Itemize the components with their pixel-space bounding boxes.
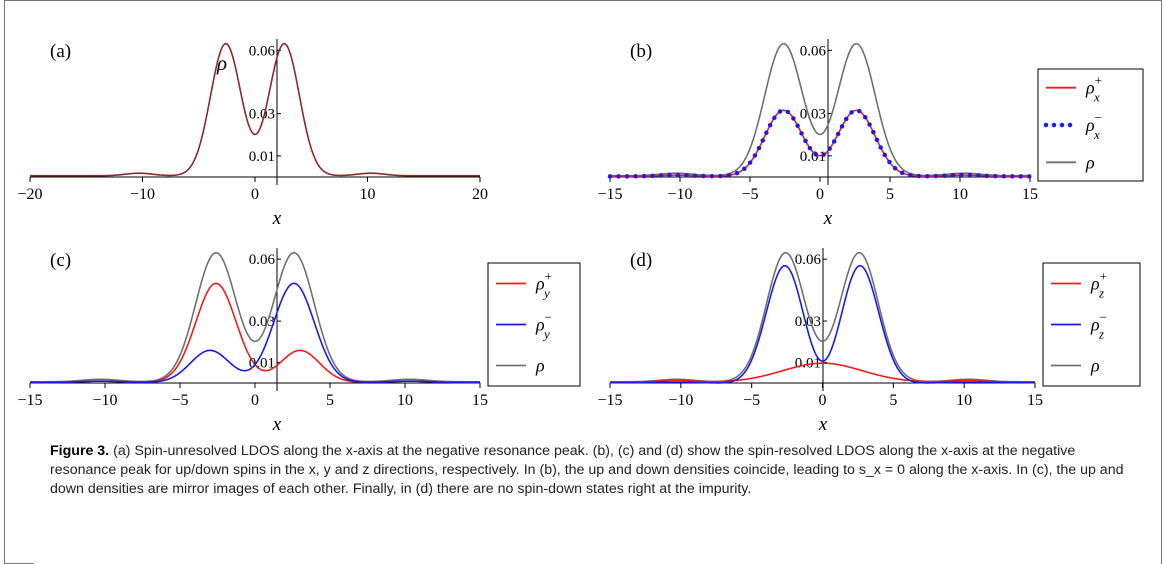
legend-sup: − bbox=[1095, 110, 1102, 125]
x-tick-label: 15 bbox=[1027, 392, 1043, 409]
figure-frame-right bbox=[1161, 0, 1162, 564]
y-tick-label: 0.06 bbox=[249, 252, 276, 268]
x-axis-label: x bbox=[272, 208, 282, 229]
x-tick-label: 15 bbox=[472, 392, 488, 409]
series-line-blue bbox=[30, 282, 480, 384]
x-tick-label: 10 bbox=[360, 186, 376, 203]
chart-svg: −15 −10 −5 0 5 10 150.010.030.06(b)xρ+ xρ− xρ bbox=[597, 39, 1144, 229]
x-tick-label: −5 bbox=[741, 186, 758, 203]
panel-b: −15 −10 −5 0 5 10 15 0.01 0.03 0.06 (b) x ρ+ x ρ− x ρ bbox=[580, 0, 1165, 230]
legend-sub: y bbox=[542, 327, 550, 342]
panel-letter: (a) bbox=[50, 41, 71, 62]
y-tick-label: 0.01 bbox=[800, 149, 826, 165]
panel-letter: (b) bbox=[630, 41, 652, 62]
panel-a: −20 −10 0 10 20 0.01 0.03 0.06 (a) x ρ bbox=[0, 0, 580, 230]
x-axis-label: x bbox=[823, 208, 833, 229]
x-tick-label: 0 bbox=[251, 186, 259, 203]
series-line-blue bbox=[607, 108, 1033, 179]
panel-d: −15 −10 −5 0 5 10 15 0.01 0.03 0.06 (d) x ρ+ z ρ− z ρ bbox=[580, 230, 1165, 440]
legend-sup: − bbox=[1100, 310, 1107, 325]
y-tick-label: 0.06 bbox=[249, 43, 276, 59]
figure-frame-top bbox=[4, 0, 1162, 1]
y-tick-label: 0.06 bbox=[800, 43, 827, 59]
x-tick-label: −10 bbox=[668, 392, 693, 409]
legend-label: ρ bbox=[1085, 152, 1095, 172]
series-line-red bbox=[610, 362, 1035, 383]
x-tick-label: −15 bbox=[17, 392, 42, 409]
y-tick-label: 0.03 bbox=[795, 314, 821, 330]
y-tick-label: 0.01 bbox=[249, 355, 275, 371]
legend-sub: y bbox=[542, 286, 550, 301]
x-tick-label: 5 bbox=[889, 392, 897, 409]
caption-text: (a) Spin-unresolved LDOS along the x-axi… bbox=[50, 443, 1124, 497]
legend-label: ρ− x bbox=[1085, 110, 1102, 142]
chart-svg: −20 −10 0 10 20 0.01 0.03 0.06 (a) x ρ bbox=[17, 39, 488, 229]
legend-sub: x bbox=[1093, 127, 1100, 142]
y-axis-label: ρ bbox=[216, 51, 227, 75]
legend-sup: + bbox=[1100, 269, 1107, 284]
legend-sub: z bbox=[1098, 327, 1104, 342]
y-tick-label: 0.01 bbox=[249, 149, 275, 165]
legend-sup: − bbox=[545, 310, 552, 325]
chart-svg: −15 −10 −5 0 5 10 150.010.030.06(c)xρ+ yρ− yρ bbox=[17, 248, 581, 435]
x-tick-label: 0 bbox=[819, 392, 827, 409]
x-tick-label: −5 bbox=[171, 392, 188, 409]
y-tick-label: 0.01 bbox=[795, 355, 821, 371]
x-tick-label: −10 bbox=[130, 186, 155, 203]
x-tick-label: 0 bbox=[816, 186, 824, 203]
figure-caption: Figure 3. (a) Spin-unresolved LDOS along… bbox=[50, 442, 1135, 499]
legend-sub: z bbox=[1098, 286, 1104, 301]
x-tick-label: −5 bbox=[743, 392, 760, 409]
x-tick-label: −20 bbox=[17, 186, 42, 203]
x-tick-label: −10 bbox=[92, 392, 117, 409]
panel-c: −15 −10 −5 0 5 10 15 0.01 0.03 0.06 (c) x ρ+ y ρ− y ρ bbox=[0, 230, 581, 440]
series-line-blue bbox=[610, 264, 1035, 384]
x-tick-label: 0 bbox=[251, 392, 259, 409]
x-tick-label: −15 bbox=[597, 392, 622, 409]
legend-label: ρ bbox=[1090, 356, 1100, 376]
x-axis-label: x bbox=[272, 414, 282, 435]
legend-label: ρ+ y bbox=[535, 269, 552, 301]
y-tick-label: 0.06 bbox=[795, 252, 822, 268]
y-tick-label: 0.03 bbox=[249, 107, 275, 123]
legend-sup: + bbox=[1095, 73, 1102, 88]
legend-label: ρ+ z bbox=[1090, 269, 1107, 301]
x-axis-label: x bbox=[818, 414, 828, 435]
panel-letter: (c) bbox=[50, 250, 71, 271]
x-tick-label: −15 bbox=[597, 186, 622, 203]
caption-label: Figure 3. bbox=[50, 443, 110, 459]
legend-sub: x bbox=[1093, 90, 1100, 105]
series-line-gray bbox=[610, 42, 1030, 177]
figure-frame-left bbox=[4, 0, 5, 564]
y-tick-label: 0.03 bbox=[800, 107, 826, 123]
legend-label: ρ− y bbox=[535, 310, 552, 342]
legend-label: ρ− z bbox=[1090, 310, 1107, 342]
legend-sup: + bbox=[545, 269, 552, 284]
panel-letter: (d) bbox=[630, 250, 652, 271]
x-tick-label: 5 bbox=[326, 392, 334, 409]
x-tick-label: 20 bbox=[472, 186, 488, 203]
chart-svg: −15 −10 −5 0 5 10 150.010.030.06(d)xρ+ zρ− zρ bbox=[597, 248, 1141, 435]
series-line-gray bbox=[30, 251, 480, 383]
series-line-darkred bbox=[30, 42, 480, 177]
series-line-gray bbox=[610, 251, 1035, 383]
legend-label: ρ bbox=[535, 356, 545, 376]
x-tick-label: 10 bbox=[952, 186, 968, 203]
x-tick-label: 15 bbox=[1022, 186, 1038, 203]
x-tick-label: 10 bbox=[397, 392, 413, 409]
x-tick-label: 10 bbox=[956, 392, 972, 409]
x-tick-label: 5 bbox=[886, 186, 894, 203]
x-tick-label: −10 bbox=[667, 186, 692, 203]
legend-label: ρ+ x bbox=[1085, 73, 1102, 105]
